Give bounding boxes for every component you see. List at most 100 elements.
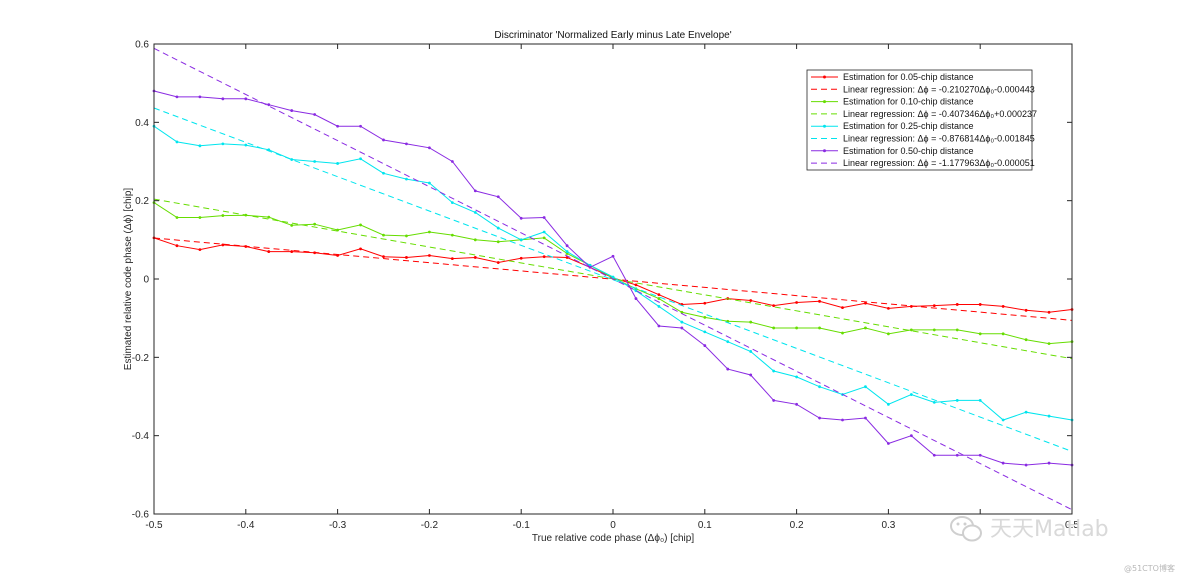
data-point: [932, 453, 936, 457]
data-point: [519, 256, 523, 260]
data-point: [772, 399, 776, 402]
data-point: [565, 244, 569, 248]
data-point: [864, 326, 867, 330]
data-point: [864, 385, 867, 389]
data-point: [336, 162, 339, 165]
y-tick-label: -0.6: [132, 510, 150, 521]
data-point: [267, 250, 271, 253]
data-point: [955, 399, 959, 402]
data-point: [932, 400, 936, 404]
data-point: [542, 230, 546, 234]
data-point: [450, 201, 454, 205]
data-point: [909, 328, 913, 332]
data-point: [267, 103, 271, 107]
data-point: [932, 304, 936, 308]
data-point: [473, 211, 477, 214]
data-point: [244, 97, 248, 101]
data-point: [290, 223, 294, 227]
legend-marker: [823, 124, 826, 128]
y-tick-label: 0.2: [135, 196, 149, 207]
watermark-channel: 天天Matlab: [990, 517, 1109, 542]
data-point: [703, 344, 707, 347]
data-point: [887, 332, 890, 336]
data-point: [221, 97, 225, 101]
data-point: [703, 315, 707, 319]
data-point: [221, 243, 225, 247]
data-point: [428, 230, 431, 234]
data-point: [1001, 305, 1005, 308]
data-point: [955, 453, 959, 457]
data-point: [473, 238, 477, 242]
data-point: [405, 234, 408, 238]
legend-label: Linear regression: Δϕ = -1.177963Δϕ₀-0.0…: [843, 158, 1035, 168]
legend-marker: [823, 100, 826, 104]
data-point: [703, 330, 707, 334]
data-point: [359, 223, 362, 227]
legend-marker: [823, 149, 826, 153]
data-point: [473, 256, 477, 259]
data-point: [290, 109, 294, 112]
data-point: [588, 265, 592, 269]
data-point: [749, 320, 753, 324]
data-point: [565, 250, 569, 253]
data-point: [450, 233, 454, 237]
data-point: [496, 195, 500, 199]
y-tick-label: -0.4: [132, 431, 150, 442]
data-point: [864, 416, 867, 420]
data-point: [818, 385, 821, 389]
data-point: [749, 299, 753, 302]
data-point: [198, 95, 202, 99]
legend: Estimation for 0.05-chip distance Linear …: [806, 69, 1037, 171]
ticks-layer: -0.5 -0.4 -0.3 -0.2 -0.1 0 0.1 0.2 0.3 0.5 -0.6 -0.…: [132, 40, 1080, 532]
legend-label: Estimation for 0.10-chip distance: [843, 97, 974, 107]
data-point: [428, 146, 431, 150]
data-point: [359, 157, 362, 161]
regression-line: [153, 47, 1073, 511]
data-point: [175, 140, 179, 144]
x-tick-label: -0.5: [145, 520, 163, 531]
data-point: [1001, 418, 1005, 422]
data-point: [909, 434, 913, 438]
wechat-icon: [950, 516, 982, 542]
data-point: [772, 326, 776, 330]
data-point: [1047, 414, 1051, 418]
data-point: [657, 305, 661, 308]
data-point: [588, 263, 592, 267]
data-point: [841, 306, 844, 309]
data-point: [198, 144, 202, 148]
data-point: [703, 301, 707, 305]
data-point: [909, 393, 913, 396]
data-point: [1047, 342, 1051, 346]
data-point: [726, 367, 730, 371]
data-point: [611, 275, 615, 279]
data-point: [818, 299, 821, 303]
y-tick-label: -0.2: [132, 353, 150, 364]
data-point: [519, 216, 523, 220]
data-point: [978, 399, 982, 402]
data-point: [313, 222, 317, 226]
watermark-site: @51CTO博客: [1124, 563, 1175, 573]
data-point: [887, 442, 890, 445]
legend-label: Estimation for 0.25-chip distance: [843, 121, 974, 131]
data-point: [382, 233, 385, 237]
legend-label: Estimation for 0.05-chip distance: [843, 72, 974, 82]
x-tick-label: -0.3: [329, 520, 347, 531]
data-point: [473, 189, 477, 193]
data-point: [680, 320, 684, 324]
data-point: [841, 418, 844, 422]
x-tick-label: 0.1: [698, 520, 712, 531]
data-point: [1001, 332, 1005, 336]
y-tick-label: 0: [143, 275, 149, 286]
x-tick-label: 0: [610, 520, 616, 531]
data-point: [1024, 308, 1028, 312]
x-tick-label: -0.4: [237, 520, 255, 531]
data-point: [382, 138, 385, 142]
x-tick-label: 0.3: [881, 520, 895, 531]
series-layer: [152, 47, 1074, 511]
legend-label: Linear regression: Δϕ = -0.876814Δϕ₀-0.0…: [843, 134, 1035, 144]
data-point: [680, 310, 684, 314]
legend-marker: [823, 75, 826, 79]
data-point: [542, 216, 546, 219]
data-point: [978, 453, 982, 457]
